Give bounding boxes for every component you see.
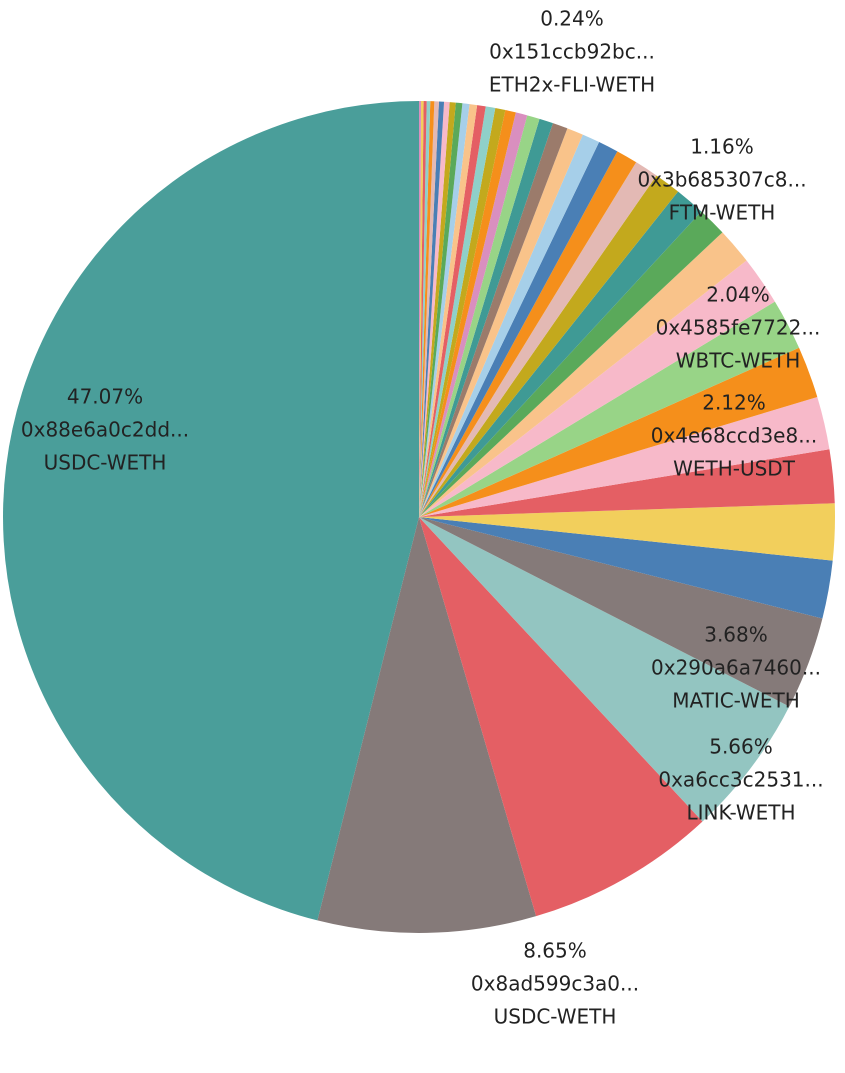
pie-slice-1: [317, 517, 537, 934]
pie-label-0-address: 0x88e6a0c2dd...: [21, 418, 189, 442]
pie-slice-38: [419, 101, 427, 517]
pie-slice-12: [419, 232, 747, 517]
pie-label-7-pair: WETH-USDT: [673, 457, 796, 481]
pie-slice-19: [419, 134, 600, 517]
pie-slices: [3, 101, 835, 934]
pie-slice-15: [419, 175, 679, 517]
pie-slice-21: [419, 123, 568, 518]
pie-slice-18: [419, 142, 618, 517]
pie-label-32-percent: 0.24%: [540, 7, 604, 31]
pie-slice-32: [419, 102, 456, 517]
pie-slice-14: [419, 191, 702, 517]
pie-label-4-address: 0x290a6a7460...: [651, 656, 821, 680]
pie-slice-24: [419, 112, 528, 518]
pie-slice-11: [419, 260, 775, 517]
pie-label-10-pair: WBTC-WETH: [676, 349, 801, 373]
pie-slice-27: [419, 106, 496, 517]
pie-label-32-address: 0x151ccb92bc...: [489, 40, 655, 64]
pie-slice-31: [419, 102, 463, 517]
pie-slice-6: [419, 503, 835, 561]
pie-slice-13: [419, 211, 723, 517]
pie-slice-23: [419, 115, 540, 517]
pie-slice-17: [419, 151, 637, 517]
pie-slice-34: [419, 101, 445, 517]
pie-labels: 47.07% 0x88e6a0c2dd... USDC-WETH 8.65% 0x8ad…: [21, 7, 824, 1029]
pie-label-7-percent: 2.12%: [702, 391, 766, 415]
pie-slice-36: [419, 101, 435, 518]
pie-slice-37: [419, 101, 431, 517]
pie-label-7-address: 0x4e68ccd3e8...: [651, 424, 818, 448]
pie-slice-16: [419, 162, 657, 517]
pie-slice-4: [419, 517, 823, 707]
pie-slice-26: [419, 108, 506, 517]
pie-slice-8: [419, 396, 830, 517]
pie-slice-35: [419, 101, 439, 517]
pie-slice-10: [419, 301, 800, 517]
pie-label-4-pair: MATIC-WETH: [672, 689, 800, 713]
pie-label-10-address: 0x4585fe7722...: [656, 316, 821, 340]
pie-label-1-percent: 8.65%: [523, 939, 587, 963]
pie-slice-7: [419, 449, 835, 517]
pie-label-3-pair: LINK-WETH: [686, 801, 795, 825]
pie-label-1-pair: USDC-WETH: [494, 1005, 617, 1029]
pie-label-0-percent: 47.07%: [67, 385, 143, 409]
pie-slice-2: [419, 517, 703, 917]
pie-slice-20: [419, 128, 583, 518]
pie-label-13-address: 0x3b685307c8...: [637, 168, 806, 192]
pie-slice-40: [419, 101, 422, 517]
pie-label-3-percent: 5.66%: [709, 735, 773, 759]
pie-label-10-percent: 2.04%: [706, 283, 770, 307]
pie-slice-9: [419, 347, 818, 517]
pie-slice-39: [419, 101, 424, 517]
pie-slice-22: [419, 118, 553, 517]
pie-slice-30: [419, 103, 470, 518]
pie-label-13-percent: 1.16%: [690, 135, 754, 159]
pie-label-1-address: 0x8ad599c3a0...: [471, 972, 639, 996]
pie-slice-25: [419, 110, 516, 517]
pie-label-13-pair: FTM-WETH: [669, 201, 776, 225]
pie-slice-33: [419, 101, 450, 517]
pie-slice-29: [419, 104, 478, 517]
pie-slice-28: [419, 105, 486, 517]
pie-label-4-percent: 3.68%: [704, 623, 768, 647]
pie-slice-0: [3, 101, 419, 921]
pie-label-0-pair: USDC-WETH: [44, 451, 167, 475]
pie-label-3-address: 0xa6cc3c2531...: [658, 768, 823, 792]
pie-slice-5: [419, 517, 833, 619]
pie-slice-3: [419, 517, 790, 822]
pie-label-32-pair: ETH2x-FLI-WETH: [489, 73, 655, 97]
